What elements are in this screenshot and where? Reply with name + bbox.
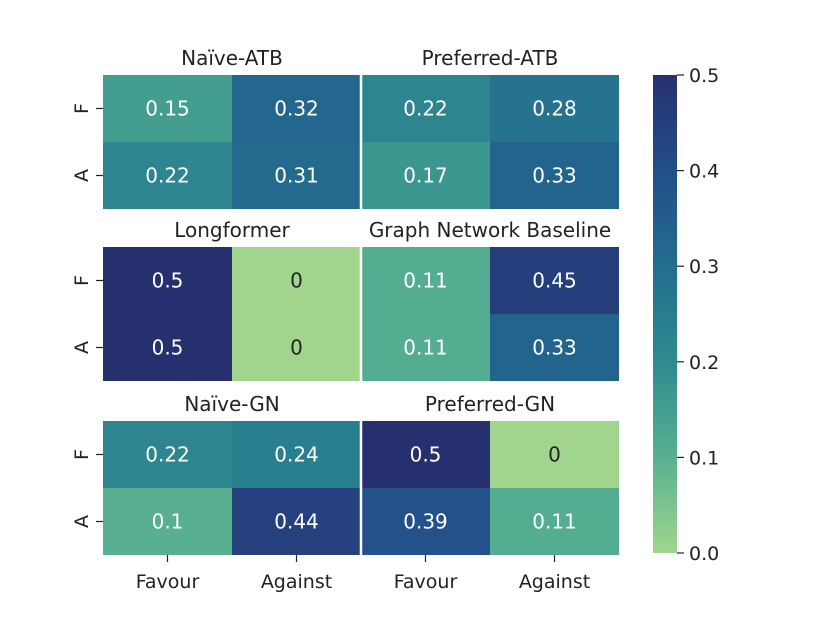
cell-value-label: 0.45 bbox=[532, 269, 577, 293]
cell-value-label: 0.5 bbox=[152, 269, 184, 293]
cell-value-label: 0.1 bbox=[152, 510, 184, 534]
column-tick-label: Against bbox=[519, 571, 590, 593]
cell-value-label: 0.24 bbox=[274, 443, 319, 467]
colorbar-tick-label: 0.1 bbox=[689, 447, 719, 469]
column-tick-label: Favour bbox=[136, 571, 200, 593]
cell-value-label: 0.5 bbox=[152, 336, 184, 360]
panel-title: Naïve-GN bbox=[184, 392, 279, 416]
heatmap-cell bbox=[490, 247, 619, 314]
heatmap-cell bbox=[103, 488, 232, 555]
column-tick-label: Favour bbox=[394, 571, 458, 593]
row-tick-label: F bbox=[71, 449, 93, 460]
cell-value-label: 0.5 bbox=[410, 443, 442, 467]
cell-value-label: 0.11 bbox=[403, 336, 448, 360]
colorbar-tick-label: 0.0 bbox=[689, 543, 719, 565]
cell-value-label: 0.17 bbox=[403, 164, 448, 188]
heatmap-cell bbox=[103, 247, 232, 314]
heatmap-cell bbox=[103, 421, 232, 488]
cell-value-label: 0.44 bbox=[274, 510, 319, 534]
cell-value-label: 0.31 bbox=[274, 164, 319, 188]
panel-title: Preferred-ATB bbox=[422, 46, 559, 70]
colorbar-tick-label: 0.5 bbox=[689, 65, 719, 87]
heatmap-cell bbox=[232, 142, 361, 209]
heatmap-cell bbox=[490, 75, 619, 142]
colorbar bbox=[653, 75, 677, 553]
heatmap-cell bbox=[490, 421, 619, 488]
heatmap-cell bbox=[103, 75, 232, 142]
row-tick-label: A bbox=[71, 515, 93, 528]
heatmap-cell bbox=[361, 142, 490, 209]
cell-value-label: 0.15 bbox=[145, 97, 190, 121]
cell-value-label: 0.39 bbox=[403, 510, 448, 534]
panel-title: Graph Network Baseline bbox=[369, 218, 611, 242]
cell-value-label: 0.22 bbox=[145, 443, 190, 467]
row-tick-label: A bbox=[71, 169, 93, 182]
heatmap-cell bbox=[232, 247, 361, 314]
heatmap-cell bbox=[103, 142, 232, 209]
heatmap-cell bbox=[232, 314, 361, 381]
colorbar-tick-label: 0.2 bbox=[689, 352, 719, 374]
colorbar-tick-label: 0.4 bbox=[689, 161, 719, 183]
colorbar-tick-label: 0.3 bbox=[689, 256, 719, 278]
heatmap-cell bbox=[490, 314, 619, 381]
cell-value-label: 0.32 bbox=[274, 97, 319, 121]
heatmap-cell bbox=[361, 75, 490, 142]
column-tick-label: Against bbox=[261, 571, 332, 593]
cell-value-label: 0 bbox=[548, 443, 561, 467]
row-tick-label: F bbox=[71, 103, 93, 114]
heatmap-cell bbox=[361, 421, 490, 488]
heatmap-cell bbox=[490, 488, 619, 555]
heatmap-cell bbox=[361, 314, 490, 381]
heatmap-cell bbox=[232, 488, 361, 555]
cell-value-label: 0.11 bbox=[403, 269, 448, 293]
cell-value-label: 0.22 bbox=[145, 164, 190, 188]
heatmap-cell bbox=[490, 142, 619, 209]
cell-value-label: 0.11 bbox=[532, 510, 577, 534]
heatmap-cell bbox=[361, 488, 490, 555]
heatmap-cell bbox=[232, 75, 361, 142]
panel-title: Naïve-ATB bbox=[181, 46, 283, 70]
row-tick-label: F bbox=[71, 275, 93, 286]
panel-title: Preferred-GN bbox=[425, 392, 555, 416]
cell-value-label: 0.33 bbox=[532, 164, 577, 188]
panel-title: Longformer bbox=[174, 218, 290, 242]
cell-value-label: 0 bbox=[290, 269, 303, 293]
heatmap-cell bbox=[103, 314, 232, 381]
heatmap-cell bbox=[232, 421, 361, 488]
cell-value-label: 0 bbox=[290, 336, 303, 360]
heatmap-cell bbox=[361, 247, 490, 314]
cell-value-label: 0.28 bbox=[532, 97, 577, 121]
row-tick-label: A bbox=[71, 341, 93, 354]
cell-value-label: 0.22 bbox=[403, 97, 448, 121]
cell-value-label: 0.33 bbox=[532, 336, 577, 360]
